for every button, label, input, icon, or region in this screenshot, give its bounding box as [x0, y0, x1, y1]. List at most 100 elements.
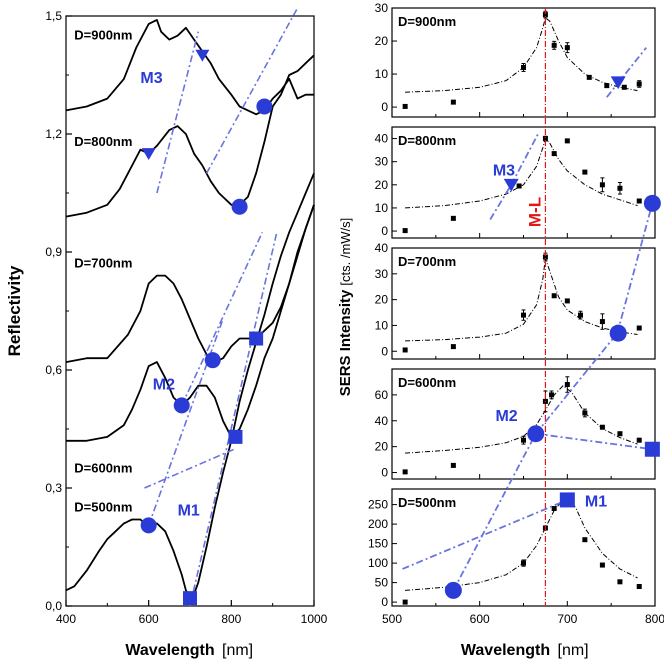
- diameter-label: D=500nm: [74, 500, 132, 515]
- data-point: [402, 228, 408, 234]
- mode-marker-square: [249, 331, 264, 346]
- mode-marker-triangle: [141, 148, 156, 160]
- data-point: [582, 169, 588, 175]
- y-tick-label: 20: [375, 440, 389, 454]
- series-line: [66, 204, 315, 442]
- data-point: [551, 151, 557, 157]
- mode-marker-circle: [231, 198, 248, 215]
- sers-chart: 0 10 20 30 D=900nm 0 10 20 30 40 D=800nm 0 10 20 30 40 D…: [337, 1, 664, 659]
- mode-label: M1: [585, 494, 607, 511]
- mode-label: M3: [493, 163, 515, 180]
- data-point: [516, 183, 522, 189]
- y-tick-label: 10: [375, 201, 389, 215]
- guide-line: [181, 231, 264, 406]
- data-point: [599, 424, 605, 430]
- y-tick-label: 1,5: [45, 9, 62, 23]
- y-tick-label: 0: [381, 595, 388, 609]
- y-tick-label: 0,0: [45, 599, 62, 613]
- mode-marker-circle: [140, 517, 157, 534]
- series-line: [65, 19, 314, 116]
- data-point: [586, 74, 592, 80]
- mode-marker-circle: [256, 98, 273, 115]
- y-tick-label: 200: [368, 517, 388, 531]
- panel-frame: [391, 7, 656, 118]
- mode-marker-square: [228, 429, 243, 444]
- guide-line: [489, 184, 512, 220]
- panel-frame: [391, 488, 656, 607]
- y-axis-label: Reflectivity: [5, 265, 24, 356]
- sers-panel: 0 10 20 30 D=900nm: [375, 1, 656, 118]
- data-point: [636, 584, 642, 589]
- y-tick-label: 30: [375, 155, 389, 169]
- y-tick-label: 250: [368, 498, 388, 512]
- mode-marker-circle: [444, 581, 462, 599]
- y-tick-label: 1,2: [45, 127, 62, 141]
- diameter-label: D=900nm: [74, 28, 132, 43]
- data-point: [521, 437, 526, 443]
- panel-label: D=800nm: [398, 133, 456, 148]
- y-tick-label: 10: [375, 318, 389, 332]
- mode-marker-triangle: [195, 49, 210, 62]
- x-tick-label: 800: [221, 612, 241, 626]
- data-point: [599, 182, 605, 188]
- mode-label: M3: [140, 70, 162, 87]
- x-tick-label: 600: [470, 612, 490, 626]
- y-tick-label: 30: [375, 267, 389, 281]
- data-point: [599, 319, 605, 325]
- mode-label: M1: [178, 503, 200, 520]
- y-axis-title: SERS Intensity [cts. /mW/s]: [337, 218, 354, 397]
- data-point: [521, 312, 526, 318]
- data-point: [521, 64, 526, 70]
- data-point: [636, 198, 642, 204]
- y-tick-label: 20: [375, 34, 389, 48]
- panel-label: D=700nm: [398, 254, 456, 269]
- panel-label: D=500nm: [398, 495, 456, 510]
- mode-marker-circle: [527, 425, 545, 443]
- mode-label: M2: [495, 408, 517, 425]
- x-axis-label: Wavelength: [461, 642, 550, 659]
- x-tick-label: 400: [56, 612, 76, 626]
- data-point: [582, 537, 588, 543]
- y-tick-label: 150: [368, 537, 388, 551]
- data-point: [604, 83, 610, 89]
- diameter-label: D=600nm: [74, 460, 132, 475]
- data-point: [402, 103, 408, 109]
- sers-panel: 0 10 20 30 40 D=700nm: [375, 241, 656, 360]
- y-tick-label: 0,6: [45, 363, 62, 377]
- y-tick-label: 40: [375, 414, 389, 428]
- mode-label: M2: [153, 377, 175, 394]
- data-point: [542, 254, 548, 260]
- data-point: [402, 599, 408, 605]
- y-tick-label: 40: [375, 132, 389, 146]
- sers-panel: 0 20 40 60 D=600nm: [375, 368, 656, 480]
- y-tick-label: 0: [381, 100, 388, 114]
- panel-frame: [391, 126, 656, 239]
- data-point: [402, 347, 408, 353]
- x-axis-unit: [nm]: [558, 642, 589, 659]
- data-point: [551, 506, 557, 511]
- diameter-label: D=700nm: [74, 256, 132, 271]
- mode-marker-square: [183, 591, 197, 606]
- data-point: [542, 136, 548, 142]
- mode-marker-circle: [643, 194, 661, 212]
- sers-panel: 0 50 100 150 200 250 D=500nm: [368, 488, 656, 609]
- guide-line: [535, 332, 619, 435]
- y-tick-label: 20: [375, 178, 389, 192]
- data-point: [564, 382, 570, 388]
- y-tick-label: 0,3: [45, 481, 62, 495]
- mode-marker-square: [559, 492, 575, 508]
- ml-label: M-L: [525, 197, 544, 227]
- guide-line: [189, 232, 278, 607]
- fit-curve: [405, 17, 638, 93]
- series-line: [65, 54, 315, 218]
- x-tick-label: 600: [139, 612, 159, 626]
- x-tick-label: 1000: [301, 612, 328, 626]
- y-tick-label: 0: [381, 466, 388, 480]
- mode-marker-triangle: [503, 178, 519, 192]
- guide-line: [535, 432, 653, 451]
- x-tick-label: 500: [382, 612, 402, 626]
- mode-marker-square: [644, 441, 660, 457]
- panel-label: D=900nm: [398, 14, 456, 29]
- data-point: [564, 298, 570, 304]
